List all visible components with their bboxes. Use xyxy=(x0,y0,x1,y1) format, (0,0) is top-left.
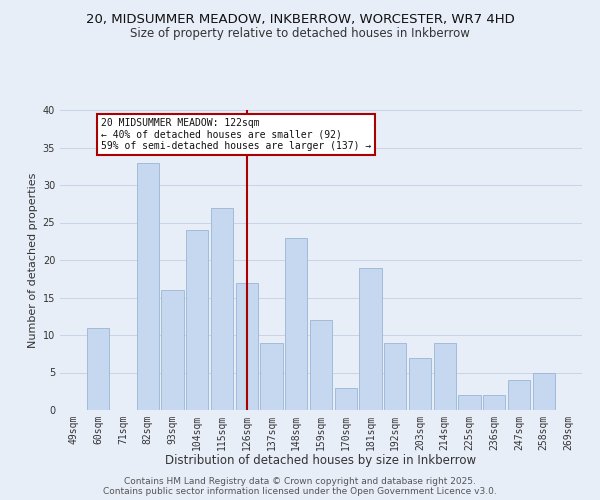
X-axis label: Distribution of detached houses by size in Inkberrow: Distribution of detached houses by size … xyxy=(166,454,476,468)
Bar xyxy=(260,342,283,410)
Text: 20, MIDSUMMER MEADOW, INKBERROW, WORCESTER, WR7 4HD: 20, MIDSUMMER MEADOW, INKBERROW, WORCEST… xyxy=(86,12,514,26)
Bar xyxy=(384,342,406,410)
Bar xyxy=(533,372,555,410)
Bar xyxy=(137,162,159,410)
Bar xyxy=(310,320,332,410)
Bar xyxy=(359,268,382,410)
Bar xyxy=(508,380,530,410)
Bar xyxy=(483,395,505,410)
Bar xyxy=(161,290,184,410)
Text: Size of property relative to detached houses in Inkberrow: Size of property relative to detached ho… xyxy=(130,28,470,40)
Bar xyxy=(236,282,258,410)
Y-axis label: Number of detached properties: Number of detached properties xyxy=(28,172,38,348)
Bar xyxy=(409,358,431,410)
Text: Contains HM Land Registry data © Crown copyright and database right 2025.: Contains HM Land Registry data © Crown c… xyxy=(124,476,476,486)
Bar xyxy=(335,388,357,410)
Bar xyxy=(211,208,233,410)
Bar xyxy=(434,342,456,410)
Bar xyxy=(186,230,208,410)
Text: 20 MIDSUMMER MEADOW: 122sqm
← 40% of detached houses are smaller (92)
59% of sem: 20 MIDSUMMER MEADOW: 122sqm ← 40% of det… xyxy=(101,118,371,150)
Text: Contains public sector information licensed under the Open Government Licence v3: Contains public sector information licen… xyxy=(103,486,497,496)
Bar xyxy=(285,238,307,410)
Bar xyxy=(458,395,481,410)
Bar xyxy=(87,328,109,410)
